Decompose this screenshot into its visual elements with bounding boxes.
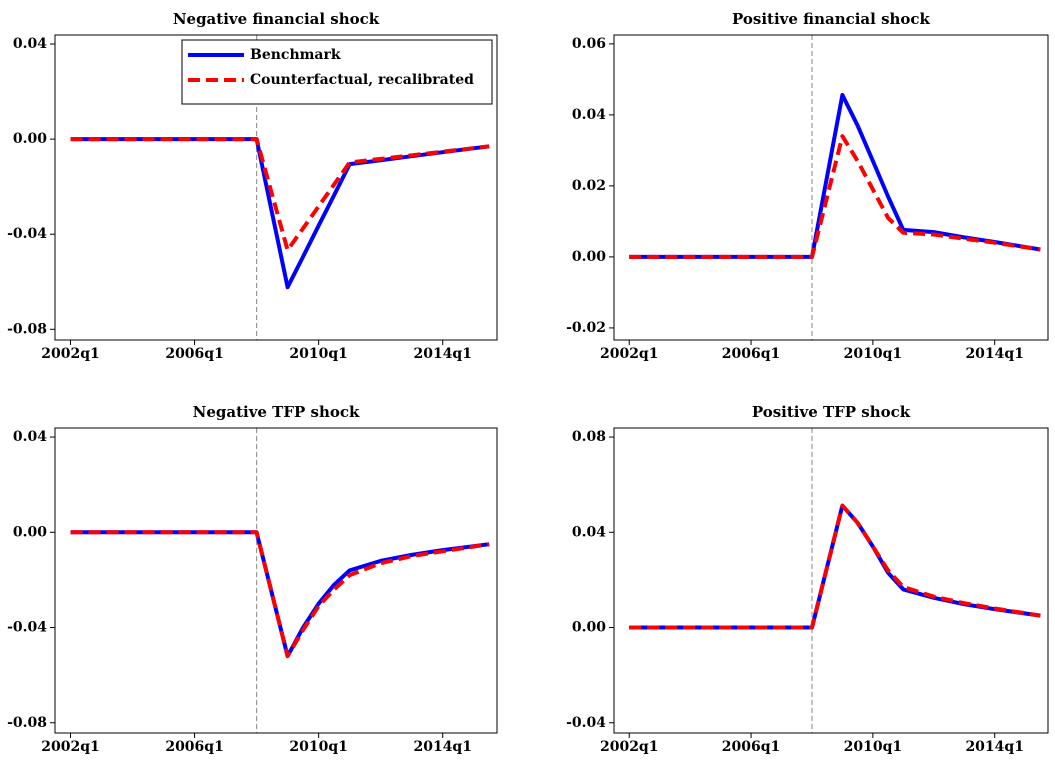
x-tick-label: 2010q1 xyxy=(289,739,348,755)
plot-frame xyxy=(613,34,1049,341)
x-tick-label: 2014q1 xyxy=(413,346,472,362)
plot-frame xyxy=(54,34,498,341)
series-line xyxy=(70,137,490,253)
y-tick-label: 0.08 xyxy=(572,429,606,445)
x-tick-label: 2006q1 xyxy=(165,346,224,362)
panel-title: Positive financial shock xyxy=(732,10,931,28)
series-line xyxy=(629,503,1041,630)
x-tick-label: 2006q1 xyxy=(165,739,224,755)
x-tick-label: 2010q1 xyxy=(844,739,903,755)
x-tick-label: 2002q1 xyxy=(41,739,100,755)
series-line xyxy=(629,503,1041,630)
y-tick-label: -0.08 xyxy=(7,321,47,337)
x-tick-label: 2006q1 xyxy=(722,739,781,755)
legend-label: Benchmark xyxy=(250,47,341,63)
panel: Positive financial shock -0.02 0.00 0.02 0.0… xyxy=(566,10,1049,362)
panel: Negative TFP shock -0.08 -0.04 0.00 0.04 2002… xyxy=(7,403,498,755)
y-tick-label: -0.04 xyxy=(566,715,606,731)
legend: Benchmark Counterfactual, recalibrated xyxy=(181,39,493,105)
y-tick-label: 0.04 xyxy=(13,429,47,445)
y-tick-label: -0.04 xyxy=(7,620,47,636)
plot-frame xyxy=(54,427,498,734)
y-tick-label: 0.04 xyxy=(572,524,606,540)
y-tick-label: 0.02 xyxy=(572,178,606,194)
y-tick-label: 0.00 xyxy=(572,249,606,265)
series-line xyxy=(70,530,490,659)
x-tick-label: 2014q1 xyxy=(965,346,1024,362)
panel: Negative financial shock -0.08 -0.04 0.00 0.… xyxy=(7,10,498,362)
plot-frame xyxy=(613,427,1049,734)
series-line xyxy=(629,134,1041,259)
x-tick-label: 2002q1 xyxy=(600,346,659,362)
y-tick-label: -0.02 xyxy=(566,320,606,336)
y-tick-label: 0.04 xyxy=(572,107,606,123)
y-tick-label: -0.04 xyxy=(7,226,47,242)
x-tick-label: 2006q1 xyxy=(722,346,781,362)
x-tick-label: 2010q1 xyxy=(289,346,348,362)
x-tick-label: 2014q1 xyxy=(965,739,1024,755)
panel: Positive TFP shock -0.04 0.00 0.04 0.08 2002q… xyxy=(566,403,1049,755)
legend-label: Counterfactual, recalibrated xyxy=(250,72,474,88)
panel-title: Negative TFP shock xyxy=(193,403,360,421)
x-tick-label: 2010q1 xyxy=(844,346,903,362)
y-tick-label: -0.08 xyxy=(7,715,47,731)
y-tick-label: 0.00 xyxy=(13,524,47,540)
series-line xyxy=(70,137,490,290)
x-tick-label: 2014q1 xyxy=(413,739,472,755)
x-tick-label: 2002q1 xyxy=(600,739,659,755)
series-line xyxy=(629,93,1041,259)
legend-frame xyxy=(181,39,493,105)
y-tick-label: 0.00 xyxy=(572,620,606,636)
series-line xyxy=(70,530,490,659)
panel-title: Negative financial shock xyxy=(173,10,380,28)
x-tick-label: 2002q1 xyxy=(41,346,100,362)
y-tick-label: 0.04 xyxy=(13,36,47,52)
y-tick-label: 0.00 xyxy=(13,131,47,147)
y-tick-label: 0.06 xyxy=(572,36,606,52)
panel-title: Positive TFP shock xyxy=(752,403,911,421)
